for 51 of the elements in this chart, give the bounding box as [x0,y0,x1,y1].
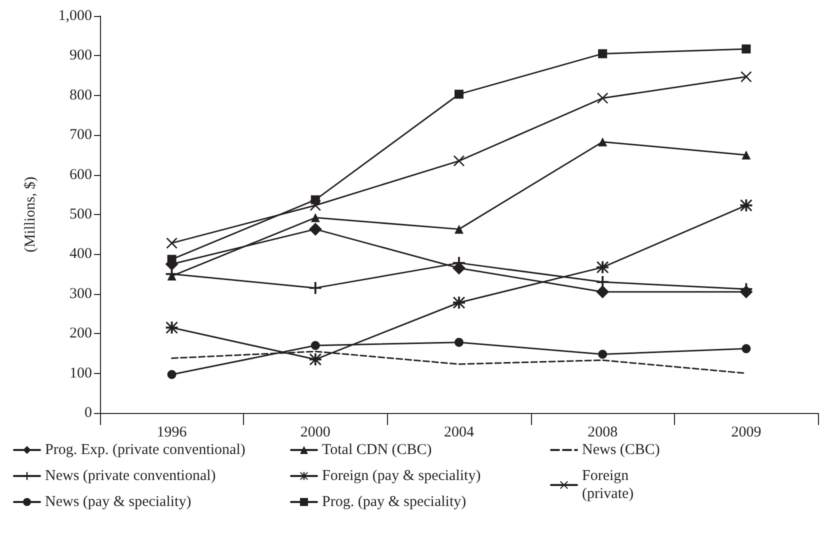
point [454,90,464,99]
point [596,276,609,288]
y-tick-label: 400 [70,246,92,262]
y-tick-label: 700 [70,127,92,144]
y-tick-label: 800 [70,87,92,104]
y-tick-label: 500 [70,206,92,222]
point [597,92,608,104]
y-tick-label: 300 [70,286,92,302]
point [454,155,464,166]
point [308,222,322,236]
point [598,137,608,146]
legend-label: Total CDN (CBC) [322,442,432,458]
point [166,238,178,249]
point [740,71,752,82]
point [596,285,610,298]
point [454,338,464,347]
point [598,350,608,359]
point [454,224,464,234]
point [452,262,466,275]
legend-label: Foreign (pay & speciality) [322,468,481,484]
y-tick-label: 0 [84,405,92,421]
point [309,353,322,366]
y-tick-label: 600 [70,166,92,183]
x-tick-label: 2004 [444,424,474,440]
point [598,49,608,58]
point [310,341,320,350]
point [742,44,751,54]
x-tick-label: 2009 [731,424,762,440]
y-tick-label: 900 [70,48,92,64]
point [167,370,176,379]
point [740,199,752,212]
legend-label: News (private conventional) [45,468,216,484]
x-tick-label: 2008 [588,424,618,440]
y-tick-label: 100 [70,365,92,382]
y-tick-label: 1,000 [58,8,92,24]
y-tick-label: 200 [70,326,92,342]
legend-label: News (pay & speciality) [45,494,192,510]
point [166,322,178,334]
y-axis-title: (Millions, $) [22,176,38,252]
point [310,195,320,204]
point [742,150,751,160]
point [742,344,751,354]
point [309,282,322,294]
x-tick-label: 1996 [156,424,188,440]
point [740,285,753,298]
legend-label: Prog. Exp. (private conventional) [45,442,246,458]
point [310,213,320,222]
legend-label: News (CBC) [582,442,660,458]
x-tick-label: 2000 [300,424,330,440]
legend-label: Prog. (pay & speciality) [322,494,466,510]
legend-label: Foreign (private) [582,468,634,502]
